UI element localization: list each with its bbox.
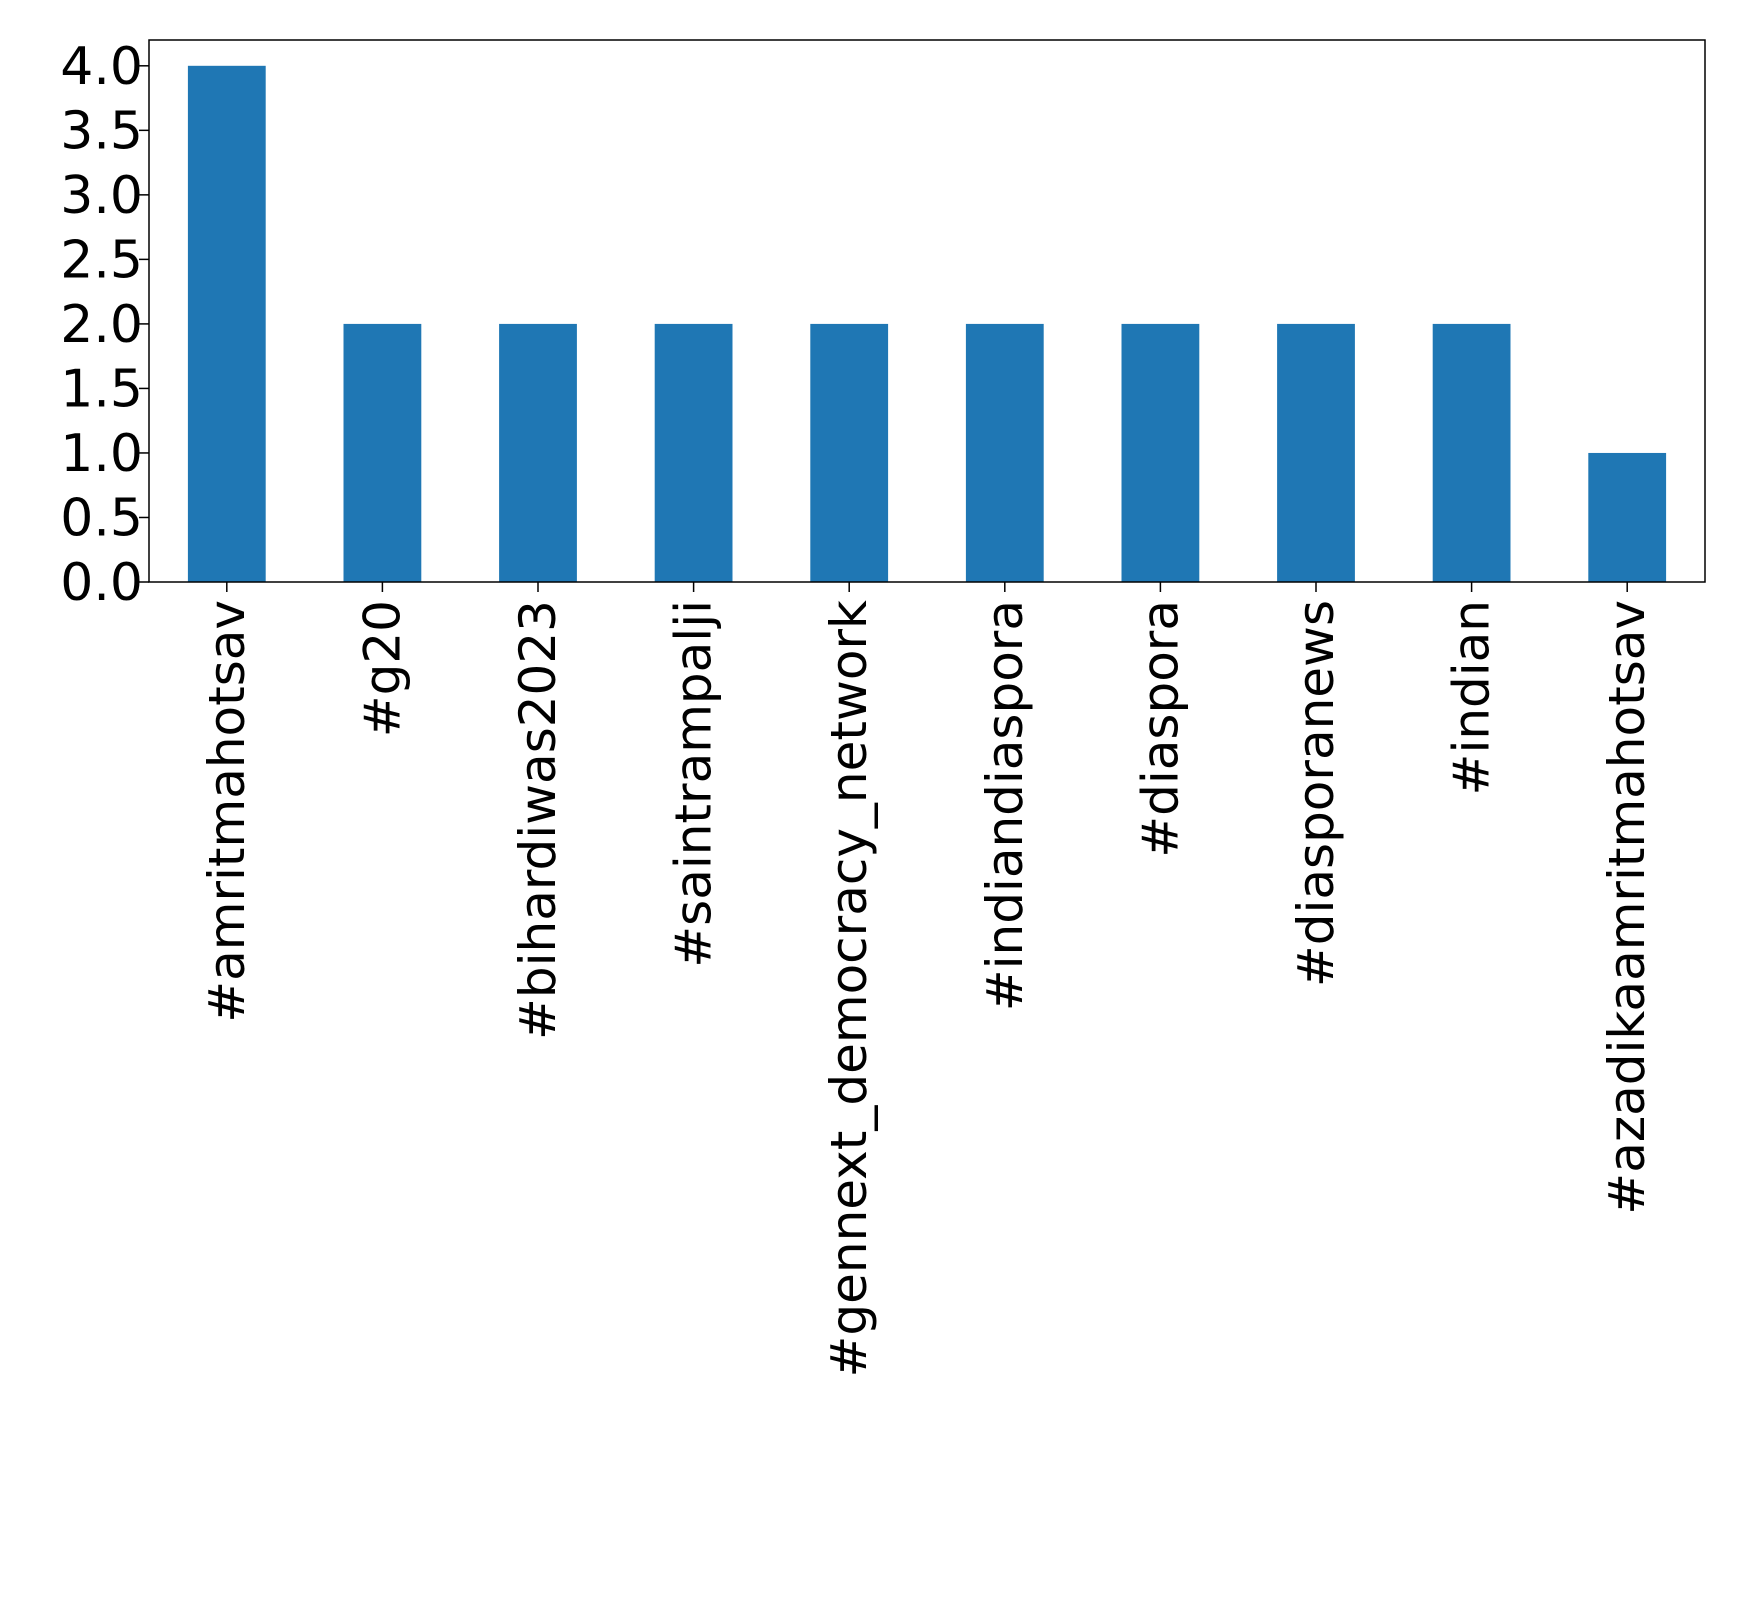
y-tick-label: 3.0	[60, 166, 143, 226]
x-tick-label: #g20	[353, 600, 411, 737]
bar	[654, 323, 733, 582]
x-tick-label: #saintrampalji	[665, 600, 723, 968]
bar	[1121, 323, 1200, 582]
bar	[499, 323, 577, 582]
x-tick-label: #indian	[1443, 600, 1501, 795]
y-axis: 0.00.51.01.52.02.53.03.54.0	[60, 37, 149, 613]
y-tick-label: 1.0	[60, 424, 143, 484]
x-tick-label: #diaspora	[1131, 600, 1189, 858]
bar	[343, 323, 422, 582]
bars-group	[187, 65, 1667, 583]
y-tick-label: 3.5	[60, 101, 143, 161]
bar	[1588, 452, 1667, 582]
bar	[1277, 323, 1355, 582]
plot-frame	[148, 39, 1706, 583]
y-tick-label: 4.0	[60, 37, 143, 97]
x-tick-label: #azadikaamritmahotsav	[1598, 600, 1656, 1215]
x-tick-label: #bihardiwas2023	[509, 600, 567, 1040]
bar	[1432, 323, 1511, 582]
bar	[810, 323, 889, 582]
x-tick-label: #diasporanews	[1287, 600, 1345, 987]
bar	[965, 323, 1044, 582]
y-tick-label: 0.0	[60, 553, 143, 613]
x-tick-label: #gennext_democracy_network	[820, 600, 878, 1378]
x-axis: #amritmahotsav #g20 #bihardiwas2023 #saintr…	[198, 582, 1656, 1377]
y-tick-label: 1.5	[60, 359, 143, 419]
y-tick-label: 0.5	[60, 488, 143, 548]
x-tick-label: #amritmahotsav	[198, 600, 256, 1023]
x-tick-label: #indiandiaspora	[976, 600, 1034, 1011]
bar	[187, 65, 266, 583]
y-tick-label: 2.5	[60, 230, 143, 290]
y-tick-label: 2.0	[60, 295, 143, 355]
